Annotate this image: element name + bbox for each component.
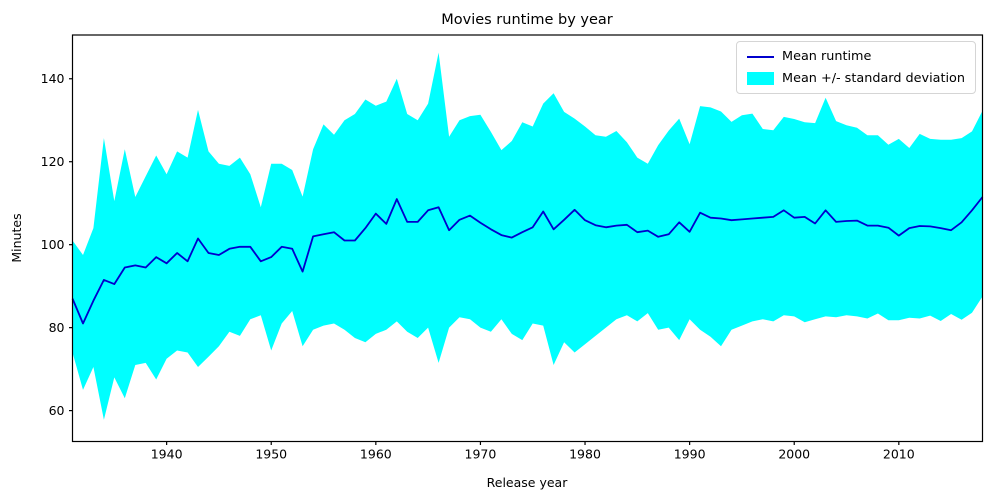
y-tick-label: 100 bbox=[41, 237, 65, 252]
x-tick-label: 1970 bbox=[465, 447, 497, 462]
x-tick-label: 2010 bbox=[883, 447, 915, 462]
x-tick-label: 1960 bbox=[360, 447, 392, 462]
axes-frame bbox=[71, 34, 984, 443]
x-tick-label: 1990 bbox=[674, 447, 706, 462]
x-axis-label: Release year bbox=[487, 475, 569, 490]
y-tick-label: 60 bbox=[49, 403, 65, 418]
legend-item-mean-runtime: Mean runtime bbox=[747, 49, 965, 64]
y-axis-label: Minutes bbox=[9, 213, 24, 262]
chart-title: Movies runtime by year bbox=[441, 12, 613, 28]
axis-ticks bbox=[69, 78, 900, 445]
legend-line-icon bbox=[747, 55, 775, 58]
x-tick-label: 1940 bbox=[151, 447, 183, 462]
y-tick-label: 120 bbox=[41, 154, 65, 169]
x-tick-label: 1950 bbox=[255, 447, 287, 462]
y-tick-label: 140 bbox=[41, 71, 65, 86]
legend-item-std-deviation: Mean +/- standard deviation bbox=[747, 71, 965, 86]
y-tick-label: 80 bbox=[49, 320, 65, 335]
legend-label: Mean runtime bbox=[782, 49, 872, 64]
legend-label: Mean +/- standard deviation bbox=[782, 71, 965, 86]
legend: Mean runtime Mean +/- standard deviation bbox=[736, 41, 976, 94]
x-tick-label: 2000 bbox=[778, 447, 810, 462]
x-tick-label: 1980 bbox=[569, 447, 601, 462]
axis-tick-labels: 1940 1950 1960 1970 1980 1990 2000 2010 60 80 100 1… bbox=[41, 71, 915, 461]
std-deviation-band bbox=[72, 52, 983, 420]
mean-runtime-line bbox=[71, 196, 984, 325]
legend-patch-icon bbox=[747, 72, 775, 85]
